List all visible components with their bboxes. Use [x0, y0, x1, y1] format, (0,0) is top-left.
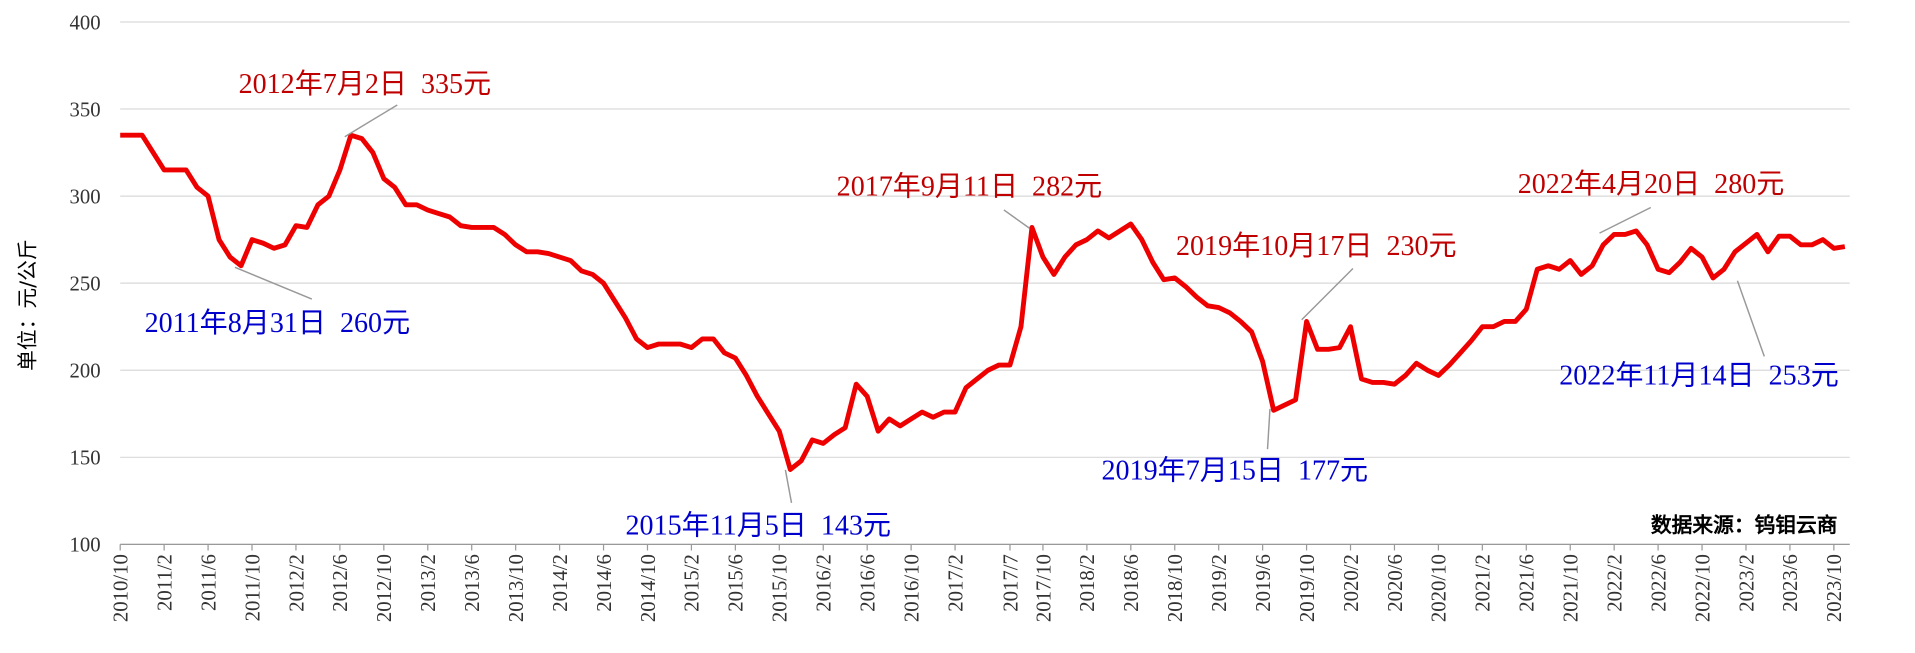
x-tick-label: 2014/10 [638, 554, 660, 622]
annotation: 2011年8月31日 260元 [145, 307, 411, 339]
x-tick-label: 2018/6 [1121, 554, 1143, 612]
x-tick-label: 2020/6 [1385, 554, 1407, 612]
x-tick-label: 2020/10 [1429, 554, 1451, 622]
annotation-leader [1266, 408, 1271, 450]
x-tick-label: 2018/10 [1165, 554, 1187, 622]
x-tick-label: 2017/10 [1033, 554, 1055, 622]
annotation: 2019年10月17日 230元 [1176, 230, 1457, 262]
x-tick-label: 2016/2 [814, 554, 836, 612]
y-tick-label: 350 [70, 99, 101, 121]
x-tick-label: 2022/10 [1692, 554, 1714, 622]
x-tick-label: 2023/10 [1824, 554, 1846, 622]
annotation: 2019年7月15日 177元 [1102, 455, 1369, 487]
x-tick-label: 2011/6 [198, 554, 220, 611]
x-tick-label: 2022/6 [1648, 554, 1670, 612]
annotation-leader [784, 469, 793, 504]
annotation-leader [1003, 209, 1030, 229]
y-axis-label: 单位：元/公斤 [16, 239, 40, 370]
x-tick-label: 2020/2 [1341, 554, 1363, 612]
annotation-leader [1301, 268, 1354, 321]
x-tick-label: 2019/2 [1209, 554, 1231, 612]
x-tick-label: 2012/2 [286, 554, 308, 612]
y-tick-label: 300 [70, 186, 101, 208]
x-tick-label: 2015/10 [770, 554, 792, 622]
x-tick-label: 2015/6 [726, 554, 748, 612]
x-tick-label: 2016/10 [901, 554, 923, 622]
x-tick-label: 2016/6 [858, 554, 880, 612]
x-tick-label: 2012/10 [374, 554, 396, 622]
y-tick-label: 150 [70, 448, 101, 470]
x-tick-label: 2017/2 [945, 554, 967, 612]
y-tick-label: 400 [70, 12, 101, 34]
x-tick-label: 2012/6 [330, 554, 352, 612]
x-tick-label: 2023/6 [1780, 554, 1802, 612]
annotation: 2017年9月11日 282元 [837, 170, 1103, 202]
x-tick-label: 2017/7 [1000, 554, 1022, 612]
y-tick-label: 200 [70, 361, 101, 383]
x-tick-label: 2021/6 [1517, 554, 1539, 612]
x-tick-label: 2014/6 [594, 554, 616, 612]
x-tick-label: 2019/6 [1253, 554, 1275, 612]
x-tick-label: 2014/2 [550, 554, 572, 612]
annotation-leader [1736, 280, 1765, 357]
x-tick-label: 2013/6 [462, 554, 484, 612]
annotation-leader [1599, 206, 1652, 234]
x-tick-label: 2023/2 [1736, 554, 1758, 612]
x-tick-label: 2022/2 [1604, 554, 1626, 612]
x-tick-label: 2013/2 [418, 554, 440, 612]
price-line [120, 132, 1846, 472]
annotation: 2012年7月2日 335元 [239, 68, 492, 100]
x-tick-label: 2018/2 [1077, 554, 1099, 612]
source-note: 数据来源：钨钼云商 [1651, 513, 1838, 537]
x-tick-label: 2015/2 [682, 554, 704, 612]
annotation-leader [344, 104, 398, 138]
annotation: 2022年4月20日 280元 [1518, 168, 1785, 200]
annotation: 2015年11月5日 143元 [626, 510, 892, 542]
x-tick-label: 2011/10 [242, 554, 264, 621]
x-tick-label: 2021/2 [1473, 554, 1495, 612]
annotation: 2022年11月14日 253元 [1559, 359, 1839, 391]
x-tick-label: 2013/10 [506, 554, 528, 622]
x-tick-label: 2010/10 [111, 554, 133, 622]
y-tick-label: 250 [70, 273, 101, 295]
annotation-leader [234, 266, 313, 300]
x-tick-label: 2011/2 [154, 554, 176, 611]
y-tick-label: 100 [70, 535, 101, 557]
x-tick-label: 2019/10 [1297, 554, 1319, 622]
x-tick-label: 2021/10 [1561, 554, 1583, 622]
